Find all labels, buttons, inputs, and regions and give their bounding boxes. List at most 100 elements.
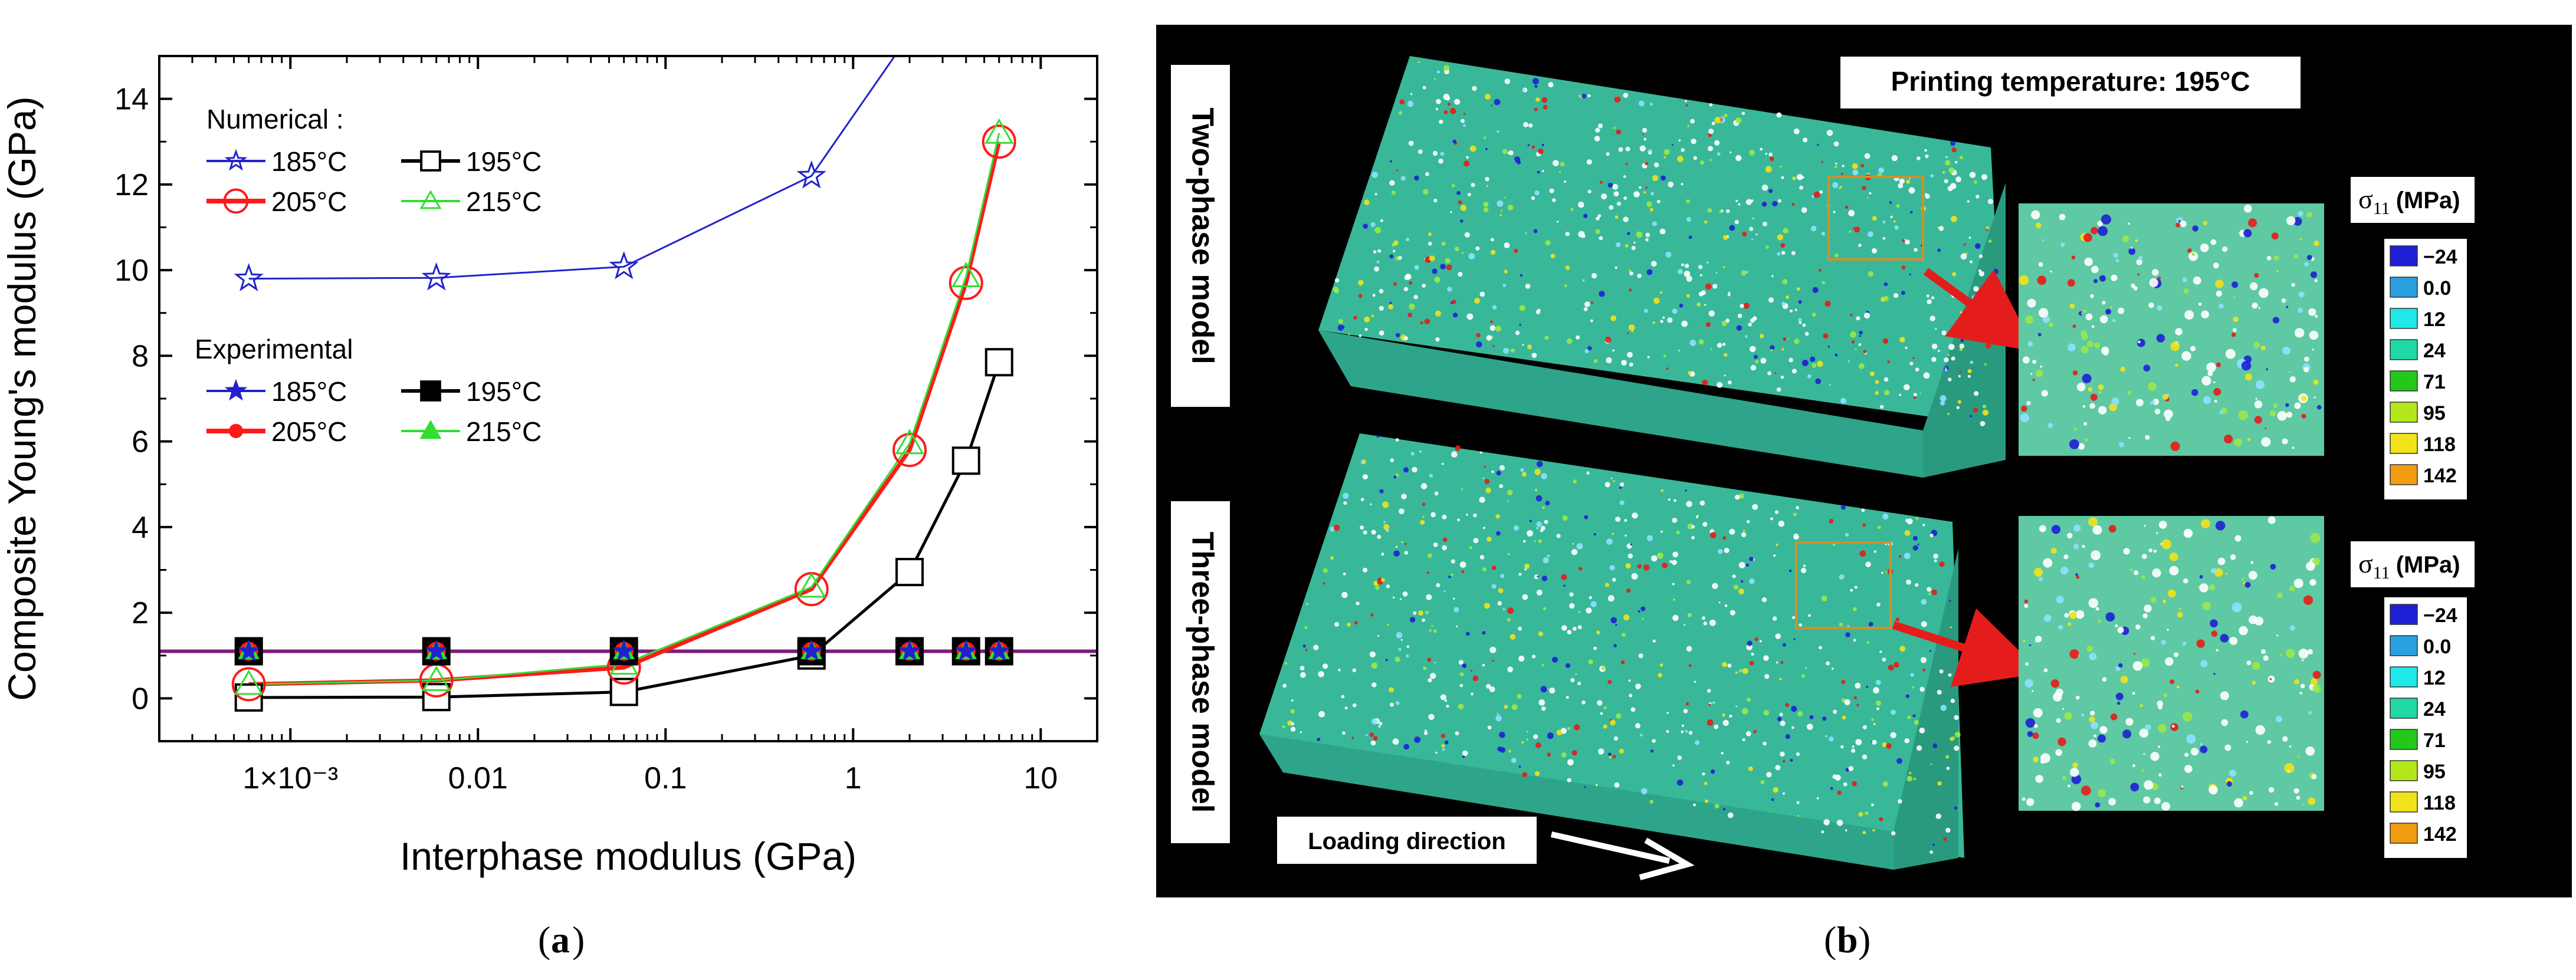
field-speckle [1621,633,1626,637]
field-speckle [1690,119,1695,124]
field-speckle [1735,495,1740,500]
field-speckle [2099,275,2106,282]
field-speckle [1940,395,1947,402]
field-speckle [1445,96,1451,101]
field-speckle [1482,477,1485,479]
field-speckle [2076,383,2086,392]
field-speckle [1950,140,1956,146]
field-speckle [1495,715,1502,722]
field-speckle [1515,330,1520,336]
field-speckle [1872,828,1875,832]
field-speckle [2310,678,2318,685]
field-speckle [1810,356,1816,362]
field-speckle [1425,729,1427,732]
field-speckle [1728,291,1731,294]
field-speckle [1883,282,1888,287]
field-speckle [1824,735,1828,738]
field-speckle [2089,653,2097,660]
field-speckle [2180,221,2187,228]
field-speckle [1815,378,1822,384]
field-speckle [1967,369,1972,373]
field-speckle [1484,136,1486,139]
field-speckle [1817,360,1823,367]
field-speckle [1642,133,1644,136]
field-speckle [2247,438,2250,442]
field-speckle [1741,270,1747,276]
field-speckle [1504,196,1506,199]
field-speckle [1908,187,1915,194]
field-speckle [1358,334,1362,337]
field-speckle [2200,745,2208,754]
field-speckle [1833,709,1837,714]
y-tick-label: 12 [114,168,149,202]
field-speckle [1963,243,1966,246]
field-speckle [2255,397,2257,400]
field-speckle [1796,174,1803,180]
field-speckle [2211,630,2218,637]
field-speckle [1547,688,1549,690]
field-speckle [2071,801,2081,811]
field-speckle [1514,525,1520,531]
field-speckle [1912,686,1915,689]
field-speckle [2067,279,2075,287]
field-speckle [1724,353,1728,357]
field-speckle [1462,663,1467,669]
field-speckle [2127,390,2132,395]
field-speckle [1422,85,1426,90]
field-speckle [1845,768,1849,772]
field-speckle [1914,248,1918,252]
field-speckle [2141,554,2147,559]
field-speckle [1835,774,1841,781]
field-speckle [2225,573,2228,575]
field-speckle [1752,217,1754,220]
field-speckle [2313,379,2319,385]
colorbar-swatch [2390,698,2418,719]
field-speckle [1704,221,1708,224]
field-speckle [1360,498,1364,501]
numerical-point-1-6 [985,348,1013,377]
field-speckle [2144,780,2154,790]
field-speckle [1937,248,1941,252]
field-speckle [1527,344,1532,350]
field-speckle [1723,266,1725,269]
field-speckle [1436,70,1440,74]
field-speckle [1565,663,1571,668]
field-speckle [1638,610,1640,613]
field-speckle [1729,225,1735,231]
field-speckle [1852,745,1855,748]
field-speckle [1502,608,1505,611]
field-speckle [1851,340,1855,344]
field-speckle [2178,608,2181,610]
field-speckle [1524,568,1527,571]
field-speckle [1893,220,1896,223]
field-speckle [1597,123,1603,129]
field-speckle [1444,740,1449,745]
field-speckle [1684,271,1691,277]
field-speckle [1760,147,1763,151]
field-speckle [1791,369,1797,374]
three-phase-inset-speckles [2022,516,2321,811]
colorbar-value-label: −24 [2423,246,2457,268]
field-speckle [1945,755,1950,759]
field-speckle [2289,586,2295,591]
field-speckle [1497,713,1499,716]
field-speckle [2270,564,2276,570]
field-speckle [1541,663,1544,667]
field-speckle [2199,583,2209,593]
field-speckle [1447,287,1452,292]
numerical-point-3-6 [985,118,1014,144]
field-speckle [1685,489,1687,492]
field-speckle [1791,203,1795,206]
field-speckle [1801,567,1807,574]
field-speckle [1766,772,1772,778]
field-speckle [1443,110,1448,114]
field-speckle [1313,644,1319,650]
field-speckle [1726,550,1729,553]
field-speckle [1389,301,1392,304]
field-speckle [2130,568,2133,571]
field-speckle [1789,357,1793,363]
field-speckle [1461,119,1465,123]
field-speckle [2095,802,2101,808]
field-speckle [1954,806,1957,810]
field-speckle [2073,524,2081,532]
